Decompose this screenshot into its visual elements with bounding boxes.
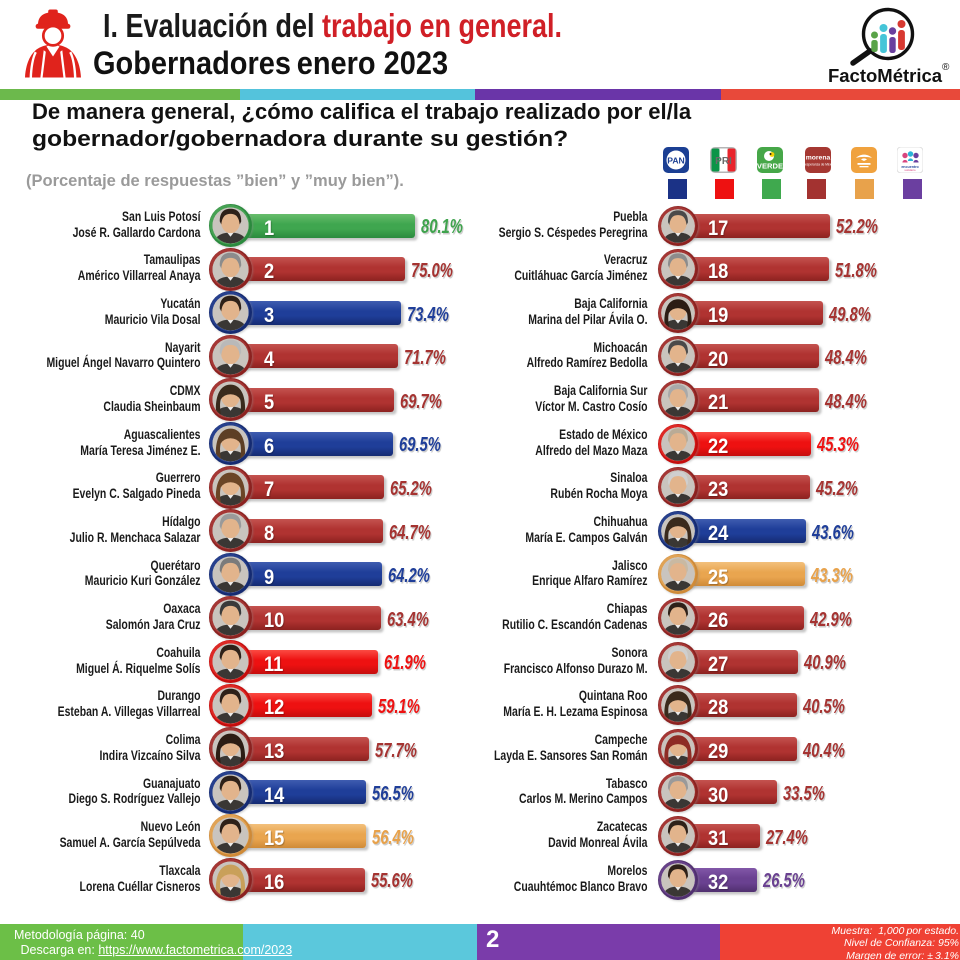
svg-text:PAN: PAN [667,156,685,166]
svg-text:morena: morena [806,155,831,162]
svg-text:FactoMétrica: FactoMétrica [828,65,943,86]
svg-text:La esperanza de México: La esperanza de México [805,163,831,167]
svg-text:solidario: solidario [904,168,916,172]
svg-text:encuentro: encuentro [901,165,919,169]
svg-text:®: ® [942,62,950,73]
svg-text:PRI: PRI [715,156,732,167]
svg-text:VERDE: VERDE [757,162,783,171]
